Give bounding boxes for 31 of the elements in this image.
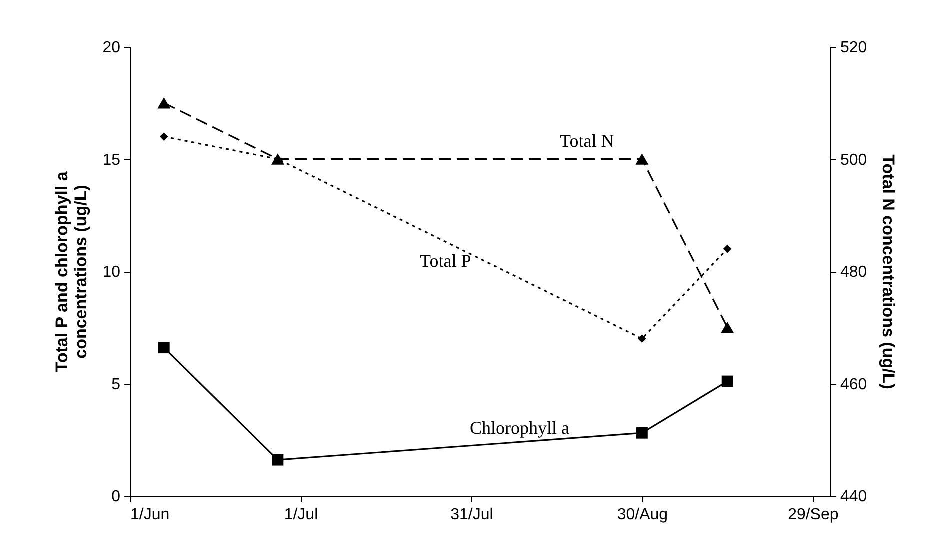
y2-tick-label: 500 [840, 152, 868, 169]
y-tick-label: 20 [102, 40, 121, 56]
point [722, 376, 734, 388]
point [272, 454, 284, 466]
y-tick-label: 0 [112, 488, 121, 506]
series-label: Total N [560, 131, 614, 151]
series-label: Chlorophyll a [470, 418, 570, 438]
point [158, 342, 170, 354]
y2-tick-label: 480 [840, 264, 868, 281]
y-axis-title: Total P and chlorophyll a concentrations (ug/L) [52, 171, 91, 372]
point [160, 132, 168, 141]
y2-tick-label: 440 [840, 488, 868, 506]
point [271, 154, 284, 165]
x-tick-label: 1/Jun [130, 506, 170, 524]
point [158, 97, 171, 109]
y2-axis-title: Total N concentrations (ug/L) [879, 154, 898, 390]
series-label: Total P [420, 251, 472, 271]
y2-tick-label: 460 [840, 376, 868, 394]
y-tick-label: 10 [102, 264, 121, 281]
x-tick-label: 1/Jul [284, 506, 318, 524]
point [721, 322, 734, 334]
y-tick-label: 15 [102, 152, 121, 169]
x-tick-label: 29/Sep [788, 506, 839, 524]
x-tick-label: 31/Jul [450, 506, 494, 524]
point [638, 334, 646, 344]
x-tick-label: 30/Aug [617, 506, 668, 524]
point [636, 154, 649, 165]
y-tick-label: 5 [112, 376, 121, 394]
point [636, 427, 648, 439]
y2-tick-label: 520 [840, 40, 868, 56]
point [723, 244, 732, 254]
